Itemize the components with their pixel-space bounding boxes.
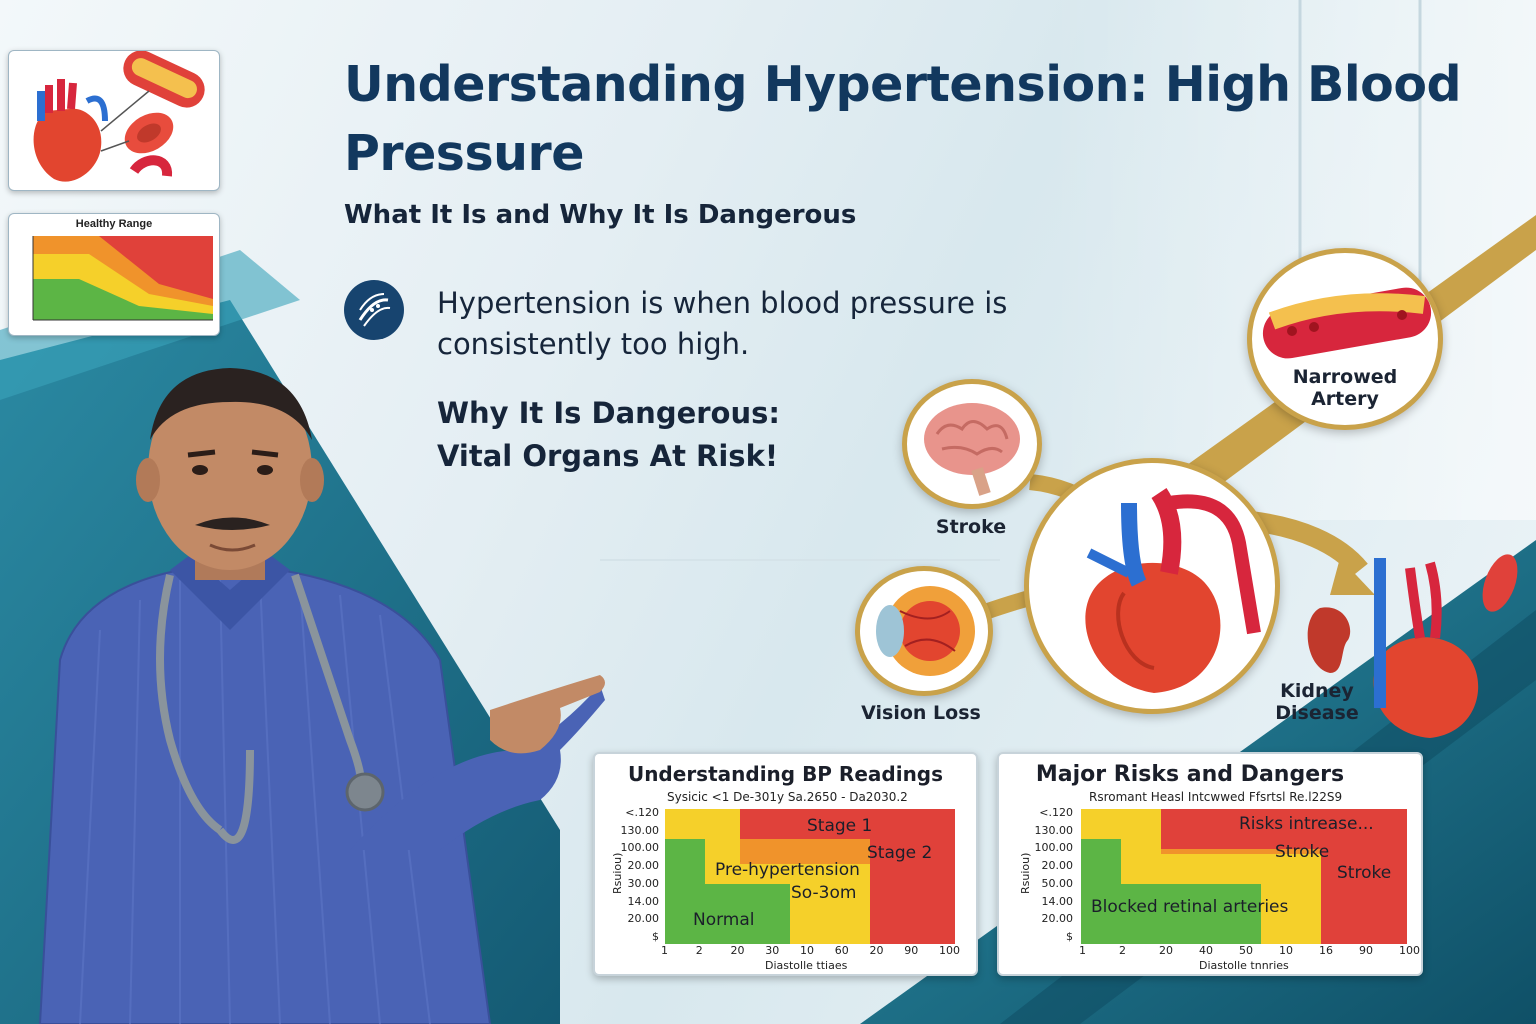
eye-circle xyxy=(855,566,993,696)
artery-icon xyxy=(344,280,404,340)
bp_readings_panel.y_ticks-tick: 20.00 xyxy=(627,912,660,926)
artery-circle xyxy=(1247,248,1443,430)
bp-readings-header-row: Sysicic <1 De-301y Sa.2650 - Da2030.2 xyxy=(667,790,908,804)
risk-label-narrowed-artery: Narrowed Artery xyxy=(1292,366,1398,410)
bp-readings-title: Understanding BP Readings xyxy=(627,762,944,786)
danger-line-2: Vital Organs At Risk! xyxy=(437,439,779,473)
zone-risks-increase: Risks intrease... xyxy=(1239,814,1374,834)
bp-readings-chart xyxy=(665,809,955,944)
zone-pre-hypertension: Pre-hypertension xyxy=(715,860,860,880)
bp_readings_panel.x_ticks-tick: 10 xyxy=(800,944,814,957)
definition-text: Hypertension is when blood pressure is c… xyxy=(437,286,1008,361)
danger-line-1: Why It Is Dangerous: xyxy=(437,396,780,430)
bp_readings_panel.y_ticks-tick: 100.00 xyxy=(620,841,660,855)
bp-readings-x-title: Diastolle ttiaes xyxy=(765,959,848,972)
page-title: Understanding Hypertension: High Blood P… xyxy=(344,56,1462,182)
risks_panel.x_ticks-tick: 100 xyxy=(1399,944,1420,957)
risk-label-vision-loss: Vision Loss xyxy=(861,702,981,724)
risks-chart xyxy=(1081,809,1407,944)
bp_readings_panel.x_ticks-tick: 2 xyxy=(695,944,703,957)
bp_readings_panel.x_ticks-tick: 20 xyxy=(869,944,884,957)
brain-icon xyxy=(924,403,1020,496)
kidney-icon xyxy=(1307,554,1518,738)
artery-icon xyxy=(1262,287,1432,359)
bp_readings_panel.y_ticks-tick: <.120 xyxy=(625,806,659,819)
risks_panel.x_ticks-tick: 40 xyxy=(1199,944,1213,957)
risks_panel.x_ticks-tick: 2 xyxy=(1119,944,1126,957)
risks_panel.x_ticks-tick: 10 xyxy=(1279,944,1293,957)
risks_panel.y_ticks-tick: $ xyxy=(1066,930,1073,943)
danger-heading: Why It Is Dangerous: Vital Organs At Ris… xyxy=(437,392,957,478)
risks_panel.y_ticks-tick: <.120 xyxy=(1039,806,1073,819)
healthy-range-title: Healthy Range xyxy=(75,218,153,230)
risks_panel.x_ticks-tick: 16 xyxy=(1319,944,1333,957)
risks_panel.y_ticks-tick: 100.00 xyxy=(1034,841,1074,855)
risks_panel.x_ticks-tick: 20 xyxy=(1159,944,1173,957)
eye-icon xyxy=(876,586,975,676)
risks_panel.y_ticks-tick: 14.00 xyxy=(1041,894,1074,908)
zone-stage-1: Stage 1 xyxy=(807,816,873,836)
risk-label-stroke: Stroke xyxy=(935,516,1007,538)
zone-so-3om: So-3om xyxy=(791,883,857,903)
risks_panel.x_ticks-tick: 90 xyxy=(1359,944,1373,957)
healthy-range-thumbnail: Healthy Range xyxy=(8,213,220,336)
risk-label-kidney-disease: Kidney Disease xyxy=(1275,680,1359,724)
risks_panel.y_ticks-tick: 20.00 xyxy=(1041,859,1074,873)
zone-stroke-1: Stroke xyxy=(1275,842,1330,862)
risks_panel.y_ticks-tick: 50.00 xyxy=(1041,876,1074,890)
heart-anatomy-thumbnail xyxy=(8,50,220,191)
zone-stage-2: Stage 2 xyxy=(867,843,933,863)
risks-panel: Major Risks and Dangers Rsromant Heasl I… xyxy=(997,752,1423,976)
page-subtitle: What It Is and Why It Is Dangerous xyxy=(344,200,857,230)
risks-header-row: Rsromant Heasl Intcwwed Ffsrtsl Re.l22S9 xyxy=(1089,790,1343,804)
bp_readings_panel.y_ticks-tick: 20.00 xyxy=(627,859,660,873)
risks-title: Major Risks and Dangers xyxy=(1035,762,1345,787)
bp_readings_panel.y_ticks-tick: 14.00 xyxy=(627,894,660,908)
bp_readings_panel.y_ticks-tick: $ xyxy=(652,930,659,943)
doctor-illustration xyxy=(38,368,605,1024)
bp_readings_panel.x_ticks-tick: 30 xyxy=(765,944,780,957)
bp_readings_panel.x_ticks-tick: 100 xyxy=(939,944,960,957)
risks_panel.y_ticks-tick: 20.00 xyxy=(1041,912,1074,926)
risks-x-title: Diastolle tnnries xyxy=(1199,959,1289,972)
zone-stroke-2: Stroke xyxy=(1337,863,1392,883)
risks_panel.y_ticks-tick: 130.00 xyxy=(1034,823,1074,837)
brain-circle xyxy=(902,379,1042,509)
heart-anatomy-icon xyxy=(33,51,205,182)
bp_readings_panel.x_ticks-tick: 60 xyxy=(834,944,849,957)
bp-readings-panel: Understanding BP Readings Sysicic <1 De-… xyxy=(593,752,978,976)
zone-normal: Normal xyxy=(693,910,755,930)
risks_panel.x_ticks-tick: 1 xyxy=(1079,944,1086,957)
bp_readings_panel.x_ticks-tick: 90 xyxy=(904,944,919,957)
healthy-range-chart xyxy=(32,236,213,321)
risks_panel.x_ticks-tick: 50 xyxy=(1239,944,1253,957)
bp_readings_panel.y_ticks-tick: 30.00 xyxy=(627,876,660,890)
heart-icon xyxy=(1085,488,1261,693)
bp_readings_panel.x_ticks-tick: 1 xyxy=(661,944,668,957)
zone-blocked-retinal: Blocked retinal arteries xyxy=(1091,897,1289,917)
bp_readings_panel.y_ticks-tick: 130.00 xyxy=(620,823,660,837)
heart-center-circle xyxy=(1024,458,1280,714)
bp_readings_panel.x_ticks-tick: 20 xyxy=(730,944,745,957)
